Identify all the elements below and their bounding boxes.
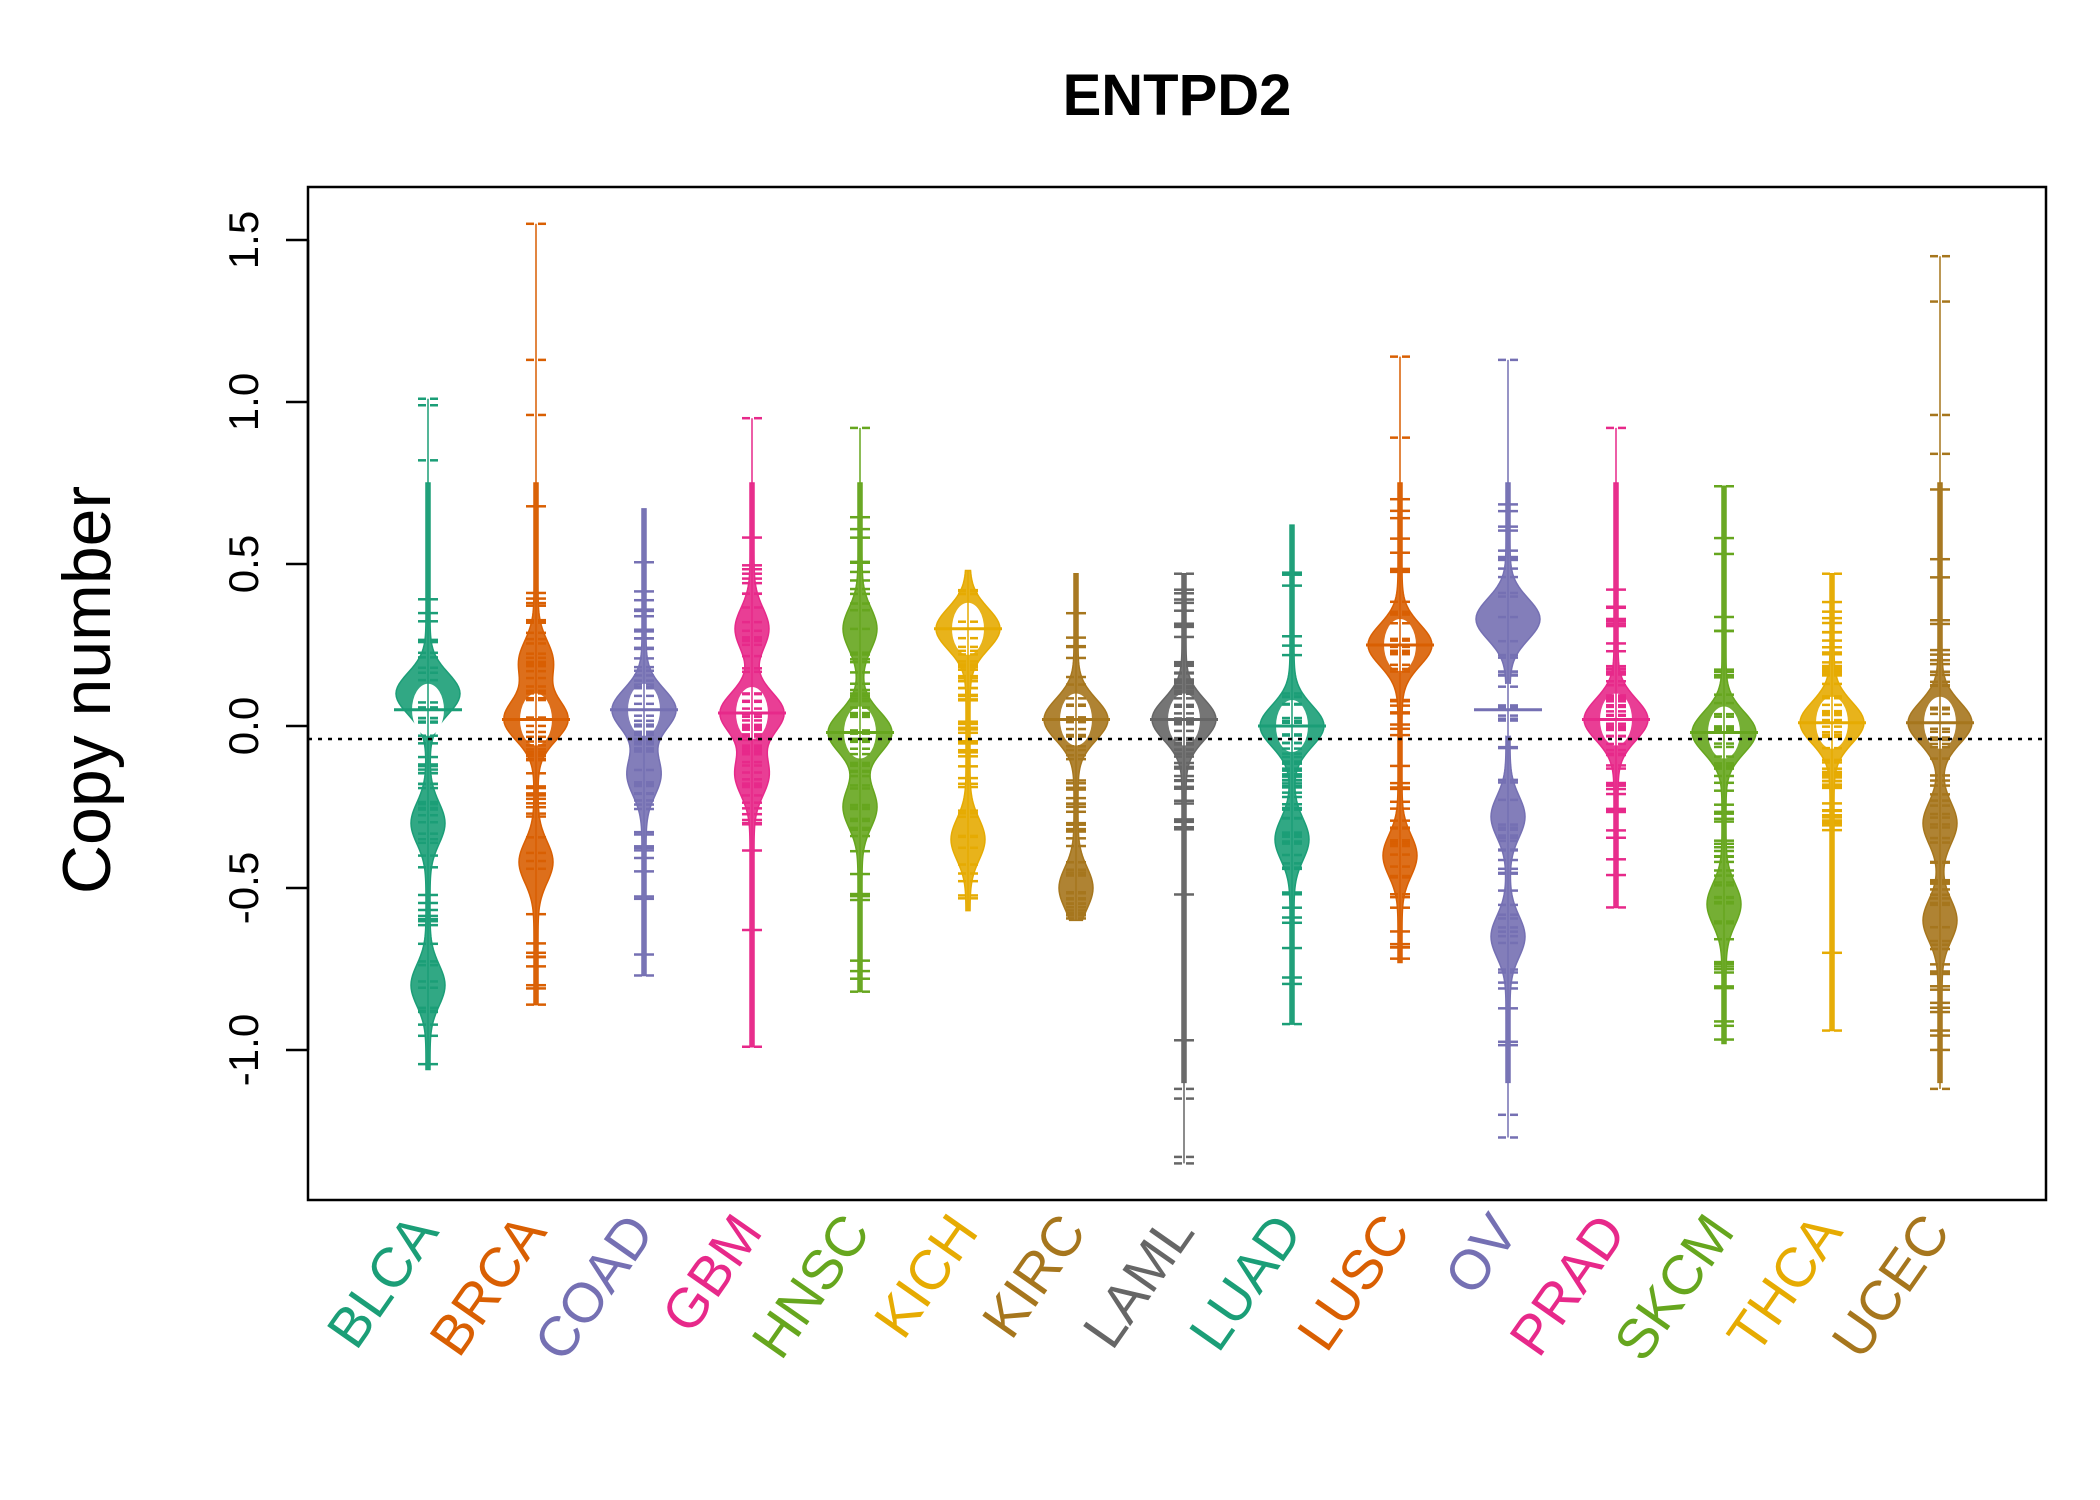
y-axis: -1.0 -0.5 0.0 0.5 1.0 1.5: [220, 211, 310, 1086]
bean-thca: [1798, 572, 1866, 1032]
y-tick-label: 1.0: [220, 373, 267, 431]
bean-gbm: [718, 416, 786, 1049]
x-tick-label: KICH: [861, 1203, 989, 1349]
bean-luad: [1258, 524, 1326, 1026]
x-tick-label: LAML: [1070, 1203, 1206, 1359]
x-tick-label: SKCM: [1601, 1203, 1745, 1372]
x-tick-label: OV: [1432, 1202, 1530, 1305]
x-tick-label: HNSC: [739, 1203, 882, 1369]
y-axis-label: Copy number: [49, 486, 125, 894]
bean-prad: [1582, 426, 1650, 909]
bean-kirc: [1042, 572, 1110, 922]
bean-ov: [1474, 358, 1542, 1139]
bean-ucec: [1906, 254, 1974, 1091]
x-tick-label: COAD: [521, 1203, 665, 1372]
bean-lusc: [1366, 355, 1434, 964]
y-tick-label: 0.0: [220, 697, 267, 755]
x-tick-label: LUAD: [1177, 1203, 1314, 1362]
beans: [394, 222, 1974, 1165]
chart-title: ENTPD2: [1063, 63, 1292, 128]
bean-hnsc: [826, 426, 894, 993]
y-tick-label: 0.5: [220, 535, 267, 593]
x-tick-label: LUSC: [1285, 1203, 1422, 1362]
y-tick-label: -0.5: [220, 852, 267, 924]
bean-brca: [502, 222, 570, 1006]
y-tick-label: -1.0: [220, 1014, 267, 1086]
y-tick-label: 1.5: [220, 211, 267, 269]
bean-blca: [394, 397, 462, 1071]
bean-skcm: [1690, 484, 1758, 1045]
bean-kich: [934, 569, 1002, 912]
bean-laml: [1150, 572, 1218, 1165]
bean-coad: [610, 508, 678, 977]
x-tick-label: UCEC: [1819, 1203, 1962, 1369]
